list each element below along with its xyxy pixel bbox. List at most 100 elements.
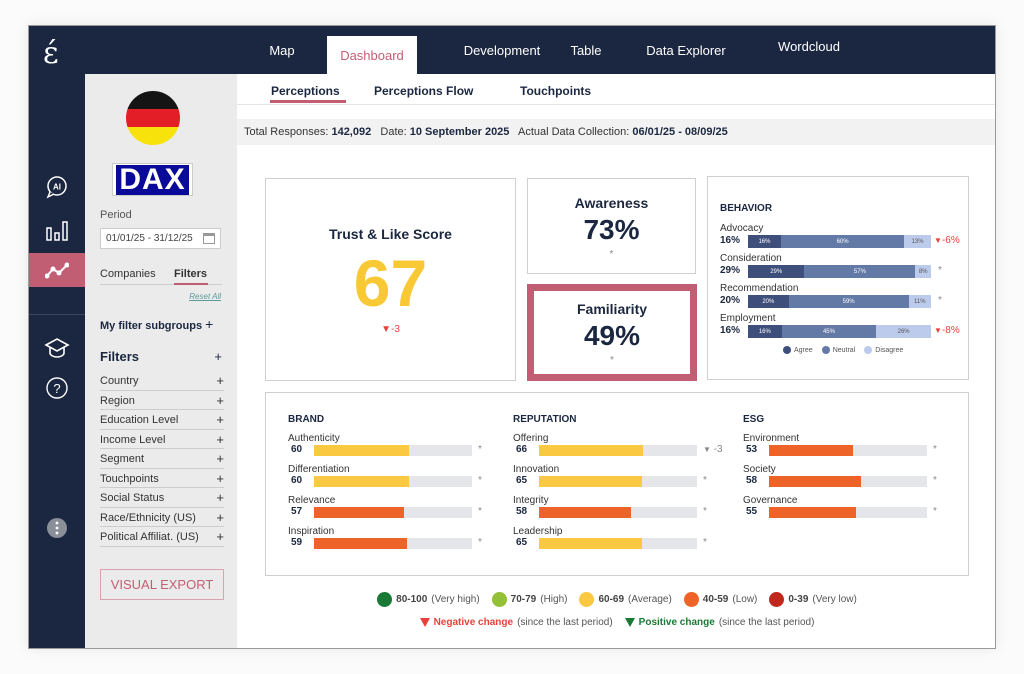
filter-label: Touchpoints bbox=[100, 472, 159, 485]
graduation-cap-icon[interactable] bbox=[29, 331, 85, 365]
nav-tab-map[interactable]: Map bbox=[257, 26, 307, 74]
behavior-change-value: -8% bbox=[941, 325, 960, 336]
familiarity-card[interactable]: Familiarity 49% * bbox=[527, 284, 697, 381]
reset-all-link[interactable]: Reset All bbox=[189, 292, 221, 301]
icon-rail: έ AI ? bbox=[29, 26, 85, 648]
filter-item-country[interactable]: Country + bbox=[100, 371, 224, 391]
metric-bar-fill bbox=[769, 507, 856, 518]
period-date-range-input[interactable]: 01/01/25 - 31/12/25 bbox=[100, 228, 221, 249]
nav-tab-label: Wordcloud bbox=[778, 38, 840, 54]
add-subgroup-icon[interactable]: + bbox=[205, 316, 214, 332]
awareness-note: * bbox=[609, 249, 614, 260]
score-legend-item: 60-69 (Average) bbox=[579, 592, 672, 607]
nav-tab-wordcloud[interactable]: Wordcloud bbox=[769, 26, 849, 70]
metric-bar-track bbox=[314, 445, 472, 456]
metric-row-relevance: Relevance 57 * bbox=[288, 495, 488, 519]
change-legend: Negative change (since the last period) Po… bbox=[237, 617, 995, 628]
awareness-title: Awareness bbox=[574, 195, 649, 211]
date-label: Date: bbox=[380, 126, 407, 138]
filter-item-education-level[interactable]: Education Level + bbox=[100, 410, 224, 430]
legend-label: Disagree bbox=[875, 346, 904, 354]
behavior-row: Employment 16% 16% 45% 26% ▼-8% bbox=[720, 313, 970, 338]
subtab-perceptions[interactable]: Perceptions bbox=[271, 84, 340, 98]
dashboard-main: Perceptions Perceptions Flow Touchpoints… bbox=[237, 74, 995, 648]
bar-chart-icon[interactable] bbox=[29, 214, 85, 248]
metric-change: * bbox=[933, 506, 937, 517]
expand-filter-icon[interactable]: + bbox=[216, 509, 224, 525]
filter-item-social-status[interactable]: Social Status + bbox=[100, 488, 224, 508]
nav-tab-dashboard[interactable]: Dashboard bbox=[327, 36, 417, 74]
app-logo[interactable]: έ bbox=[43, 36, 59, 71]
more-options-icon[interactable] bbox=[29, 511, 85, 545]
triangle-icon bbox=[624, 618, 635, 627]
filters-heading-label: Filters bbox=[100, 349, 140, 364]
behavior-stacked-bar: 16% 45% 26% bbox=[748, 325, 931, 338]
behavior-label: Advocacy bbox=[720, 223, 764, 234]
awareness-card: Awareness 73% * bbox=[527, 178, 696, 274]
visual-export-button[interactable]: VISUAL EXPORT bbox=[100, 569, 224, 600]
metric-label: Relevance bbox=[288, 495, 336, 506]
expand-filter-icon[interactable]: + bbox=[216, 373, 224, 388]
metric-value: 58 bbox=[516, 506, 528, 517]
expand-filter-icon[interactable]: + bbox=[216, 470, 224, 486]
subtab-divider bbox=[237, 104, 995, 105]
filter-item-income-level[interactable]: Income Level + bbox=[100, 430, 224, 449]
legend-dot-icon bbox=[864, 346, 873, 354]
expand-filter-icon[interactable]: + bbox=[216, 431, 224, 447]
behavior-bar-neutral: 57% bbox=[804, 265, 916, 278]
tab-filters[interactable]: Filters bbox=[174, 268, 208, 280]
metric-bar-track bbox=[769, 476, 927, 487]
trend-line-icon[interactable] bbox=[29, 253, 85, 287]
period-label: Period bbox=[100, 209, 132, 221]
behavior-bar-agree: 16% bbox=[748, 325, 782, 338]
subgroups-label: My filter subgroups bbox=[100, 320, 203, 332]
nav-tab-label: Data Explorer bbox=[646, 42, 726, 58]
tab-companies[interactable]: Companies bbox=[100, 268, 156, 280]
behavior-stacked-bar: 29% 57% 8% bbox=[748, 265, 931, 278]
change-legend-item: Positive change (since the last period) bbox=[624, 617, 814, 628]
filter-item-political-affiliat-us[interactable]: Political Affiliat. (US) + bbox=[100, 527, 224, 547]
metric-row-leadership: Leadership 65 * bbox=[513, 526, 713, 550]
expand-filter-icon[interactable]: + bbox=[216, 412, 224, 427]
metric-change: * bbox=[478, 475, 482, 486]
metric-label: Environment bbox=[743, 433, 800, 444]
nav-tab-data-explorer[interactable]: Data Explorer bbox=[641, 26, 731, 74]
expand-filter-icon[interactable]: + bbox=[216, 451, 224, 466]
down-triangle-icon: ▼ bbox=[703, 445, 711, 454]
metric-row-inspiration: Inspiration 59 * bbox=[288, 526, 488, 550]
filter-label: Race/Ethnicity (US) bbox=[100, 511, 196, 524]
dax-index-logo: DAX bbox=[112, 163, 193, 196]
subtab-touchpoints[interactable]: Touchpoints bbox=[520, 84, 592, 98]
ai-chat-icon[interactable]: AI bbox=[29, 170, 85, 204]
score-color-dot-icon bbox=[491, 592, 507, 607]
filter-item-race-ethnicity-us[interactable]: Race/Ethnicity (US) + bbox=[100, 508, 224, 527]
my-filter-subgroups[interactable]: My filter subgroups + bbox=[100, 316, 213, 332]
metric-change: * bbox=[478, 506, 482, 517]
nav-tab-table[interactable]: Table bbox=[564, 26, 608, 74]
add-filter-icon[interactable]: + bbox=[214, 349, 222, 364]
filter-item-touchpoints[interactable]: Touchpoints + bbox=[100, 469, 224, 488]
expand-filter-icon[interactable]: + bbox=[216, 392, 224, 408]
filter-item-segment[interactable]: Segment + bbox=[100, 449, 224, 469]
behavior-value: 16% bbox=[720, 235, 741, 246]
behavior-change-value: -6% bbox=[941, 235, 960, 246]
nav-tab-development[interactable]: Development bbox=[457, 26, 547, 74]
metric-row-offering: Offering 66 ▼ -3 bbox=[513, 433, 723, 457]
metric-change: * bbox=[478, 444, 482, 455]
help-icon[interactable]: ? bbox=[29, 371, 85, 405]
metric-bar-fill bbox=[314, 476, 409, 487]
top-navigation-bar: Map Dashboard Development Table Data Exp… bbox=[29, 26, 995, 74]
filter-item-region[interactable]: Region + bbox=[100, 391, 224, 410]
metric-bar-track bbox=[314, 538, 472, 549]
calendar-icon[interactable] bbox=[203, 233, 215, 244]
expand-filter-icon[interactable]: + bbox=[216, 490, 224, 505]
metric-row-environment: Environment 53 * bbox=[743, 433, 943, 457]
metric-bar-fill bbox=[539, 445, 644, 456]
score-legend-item: 0-39 (Very low) bbox=[769, 592, 857, 607]
metric-bar-track bbox=[539, 445, 697, 456]
expand-filter-icon[interactable]: + bbox=[216, 529, 224, 544]
date-value: 10 September 2025 bbox=[409, 126, 510, 138]
filter-label: Country bbox=[100, 375, 139, 387]
subtab-perceptions-flow[interactable]: Perceptions Flow bbox=[374, 84, 474, 98]
metric-value: 60 bbox=[291, 444, 303, 455]
